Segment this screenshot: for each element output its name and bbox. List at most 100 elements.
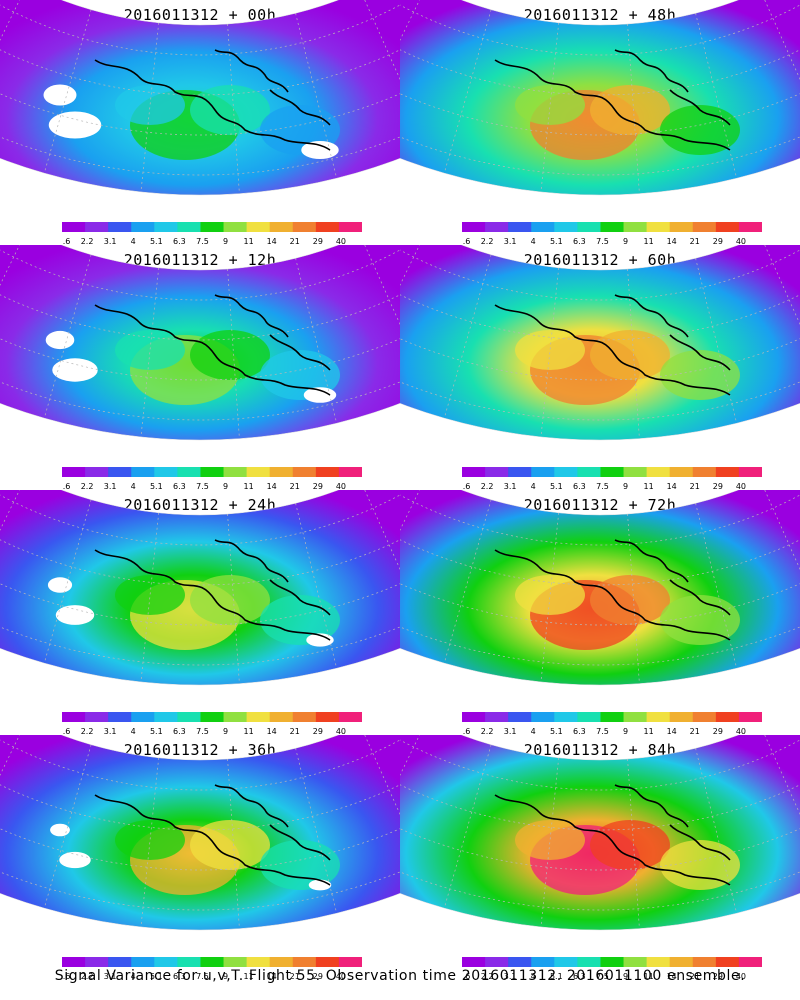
colorbar-swatch xyxy=(246,222,271,232)
latitude-line xyxy=(0,735,400,791)
colorbar-label: 9 xyxy=(623,482,628,491)
variance-blob xyxy=(590,85,670,135)
forecast-panel: 2016011312 + 60h 1.6 2.2 3.1 4 5.1 6.3 7.5 9 11 14… xyxy=(400,245,800,491)
latitude-line xyxy=(400,57,800,136)
panel-title: 2016011312 + 36h xyxy=(123,741,277,759)
colorbar-label: 40 xyxy=(736,482,746,491)
colorbar-label: 11 xyxy=(244,972,254,981)
colorbar-label: 14 xyxy=(667,727,677,736)
colorbar-swatch xyxy=(62,467,86,477)
panel-title: 2016011312 + 84h xyxy=(523,741,677,759)
colorbar-label: 5.1 xyxy=(550,482,563,491)
forecast-panel: 2016011312 + 24h 1.6 2.2 3.1 4 5.1 6.3 7.5 9 11 14… xyxy=(0,490,400,736)
longitude-line xyxy=(360,245,400,392)
colorbar-swatch xyxy=(269,467,294,477)
latitude-line xyxy=(400,547,800,626)
colorbar-swatch xyxy=(646,222,671,232)
variance-map xyxy=(400,245,800,441)
colorbar-label: 6.3 xyxy=(573,482,586,491)
longitude-line xyxy=(760,245,800,392)
latitude-line xyxy=(0,302,400,381)
colorbar-swatch xyxy=(131,467,155,477)
colorbar-label: 6.3 xyxy=(173,727,186,736)
colorbar-swatch xyxy=(62,712,86,722)
forecast-panel: 2016011312 + 36h 1.6 2.2 3.1 4 5.1 6.3 7.5 9 11 14… xyxy=(0,735,400,981)
longitude-line xyxy=(760,0,800,147)
colorbar-label: 29 xyxy=(713,727,723,736)
colorbar-label: 4 xyxy=(531,237,536,246)
panel-title: 2016011312 + 72h xyxy=(523,496,677,514)
colorbar-swatch xyxy=(577,712,601,722)
colorbar-swatch xyxy=(623,467,648,477)
colorbar-label: 1.6 xyxy=(462,972,470,981)
colorbar-swatch xyxy=(269,222,294,232)
colorbar-label: 7.5 xyxy=(196,727,209,736)
longitude-line xyxy=(627,269,640,439)
coastline xyxy=(94,784,331,886)
low-variance-patch xyxy=(303,387,337,403)
longitude-line xyxy=(227,24,240,194)
panel-title: 2016011312 + 48h xyxy=(523,6,677,24)
colorbar-label: 11 xyxy=(644,727,654,736)
colorbar-swatch xyxy=(508,712,532,722)
longitude-line xyxy=(140,267,160,437)
colorbar-swatch xyxy=(531,957,555,967)
latitude-line xyxy=(400,302,800,381)
colorbar-label: 40 xyxy=(736,727,746,736)
map-boundary xyxy=(0,490,400,686)
colorbar: 1.6 2.2 3.1 4 5.1 6.3 7.5 9 11 14 21 29 40 xyxy=(62,222,362,246)
variance-blob xyxy=(515,85,585,125)
colorbar-swatch xyxy=(154,467,178,477)
low-variance-patch xyxy=(306,633,334,647)
colorbar-swatch xyxy=(315,712,340,722)
colorbar-swatch xyxy=(315,467,340,477)
colorbar-label: 40 xyxy=(336,482,346,491)
variance-map xyxy=(400,735,800,931)
low-variance-patch xyxy=(45,330,75,350)
colorbar-label: 21 xyxy=(690,237,700,246)
colorbar-swatch xyxy=(508,467,532,477)
variance-blob xyxy=(115,85,185,125)
colorbar-swatch xyxy=(715,957,740,967)
colorbar-swatch xyxy=(485,712,509,722)
colorbar-swatch xyxy=(315,957,340,967)
latitude-line xyxy=(400,490,800,546)
colorbar-swatch xyxy=(223,222,248,232)
colorbar-label: 2.2 xyxy=(481,237,494,246)
colorbar-swatch xyxy=(646,957,671,967)
low-variance-patch xyxy=(308,879,332,891)
colorbar-swatch xyxy=(715,712,740,722)
colorbar-swatch xyxy=(692,222,717,232)
colorbar-label: 3.1 xyxy=(504,482,517,491)
colorbar-label: 21 xyxy=(290,727,300,736)
colorbar-label: 1.6 xyxy=(462,727,470,736)
variance-blob xyxy=(590,330,670,380)
colorbar: 1.6 2.2 3.1 4 5.1 6.3 7.5 9 11 14 21 29 40 xyxy=(62,467,362,491)
colorbar-label: 6.3 xyxy=(573,972,586,981)
latitude-line xyxy=(400,792,800,871)
latitude-line xyxy=(0,547,400,626)
colorbar-label: 11 xyxy=(644,482,654,491)
colorbar-label: 9 xyxy=(223,482,228,491)
coastline xyxy=(94,49,331,151)
map-boundary xyxy=(0,245,400,441)
colorbar-swatch xyxy=(646,712,671,722)
colorbar-swatch xyxy=(554,222,578,232)
colorbar-swatch xyxy=(177,957,201,967)
variance-blob xyxy=(590,820,670,870)
colorbar-label: 1.6 xyxy=(462,482,470,491)
colorbar-label: 1.6 xyxy=(62,237,70,246)
variance-map xyxy=(0,735,400,931)
colorbar-label: 9 xyxy=(623,972,628,981)
colorbar-label: 1.6 xyxy=(62,482,70,491)
colorbar-label: 14 xyxy=(667,482,677,491)
latitude-line xyxy=(0,490,400,546)
colorbar-swatch xyxy=(462,222,486,232)
colorbar-swatch xyxy=(462,712,486,722)
colorbar-swatch xyxy=(738,222,762,232)
colorbar-swatch xyxy=(531,222,555,232)
low-variance-patch xyxy=(47,577,73,593)
longitude-line xyxy=(43,9,92,174)
colorbar-swatch xyxy=(646,467,671,477)
colorbar-label: 11 xyxy=(244,727,254,736)
